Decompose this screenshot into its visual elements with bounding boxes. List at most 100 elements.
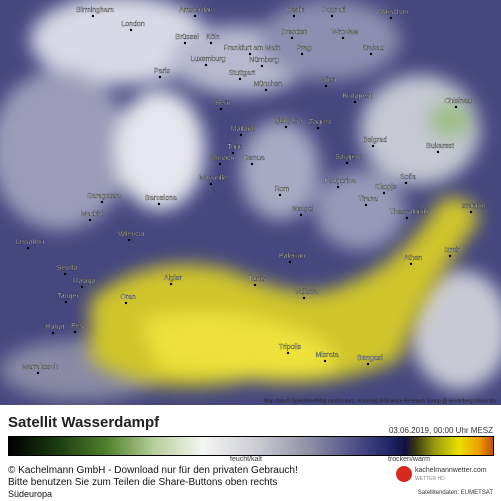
city-dot [382,191,386,195]
region: Südeuropa [8,489,53,499]
city-label: Sarajevo [335,154,363,161]
city-label: Algier [164,275,183,282]
city-dot [260,64,264,68]
city-dot [219,107,223,111]
city-dot [157,202,161,206]
city-dot [405,216,409,220]
city-label: Wien [320,77,336,84]
city-dot [26,246,30,250]
city-dot [302,296,306,300]
city-label: Athen [404,255,422,262]
city-label: Tripolis [279,344,302,351]
city-label: Luxemburg [190,56,225,63]
logo [396,466,412,482]
city-label: Nürnberg [249,57,278,64]
city-label: München [254,81,283,88]
city-label: Bern [216,100,231,107]
city-dot [100,200,104,204]
city-label: Rabat [46,324,65,331]
city-dot [299,213,303,217]
city-label: Budapest [342,93,372,100]
city-label: Brüssel [175,34,199,41]
city-label: Lissabon [16,239,44,246]
city-dot [286,351,290,355]
city-label: Palermo [279,253,305,260]
city-label: Chisinau [444,98,471,105]
city-label: Turin [227,144,243,151]
city-label: Madrid [81,211,103,218]
city-dot [353,100,357,104]
city-label: Malaga [73,278,96,285]
city-dot [91,14,95,18]
city-label: Frankfurt am Main [224,45,281,52]
city-label: Bukarest [426,143,454,150]
city-label: Istanbul [461,203,486,210]
city-dot [64,300,68,304]
share-note: Bitte benutzen Sie zum Teilen die Share-… [8,477,278,488]
city-dot [231,151,235,155]
city-dot [389,16,393,20]
city-dot [218,162,222,166]
dry-area [90,197,480,387]
city-label: Ljubljana [274,118,302,125]
city-label: Tanger [57,293,79,300]
copyright: © Kachelmann GmbH - Download nur für den… [8,465,298,476]
city-label: Valletta [295,289,318,296]
title: Satellit Wasserdampf [8,414,160,431]
city-dot [248,52,252,56]
city-dot [129,28,133,32]
city-label: Tirana [358,196,378,203]
city-label: Rom [275,186,290,193]
city-label: Warschau [377,9,408,16]
city-dot [193,14,197,18]
brand-sub: WETTER HD [415,476,445,482]
city-label: Poznań [322,7,346,14]
city-label: Mailand [231,126,256,133]
city-label: Dresden [281,29,308,36]
city-dot [292,14,296,18]
city-label: Marrakesch [22,364,59,371]
city-label: Berlin [287,7,305,14]
city-label: Genua [243,155,264,162]
color-bar [8,436,494,456]
city-dot [158,75,162,79]
source: Satellitendaten: EUMETSAT [417,490,493,496]
city-label: London [121,21,144,28]
city-dot [469,210,473,214]
city-dot [209,41,213,45]
city-label: Krakau [362,45,384,52]
city-dot [63,272,67,276]
city-dot [239,133,243,137]
city-dot [183,41,187,45]
city-dot [345,161,349,165]
city-dot [364,203,368,207]
city-dot [404,181,408,185]
date: 03.06.2019, 00:00 Uhr MESZ [388,426,493,435]
city-label: Sofia [400,174,416,181]
city-dot [169,282,173,286]
city-label: Neapel [292,206,315,213]
city-label: Köln [206,34,220,41]
brand: kachelmannwetter.com [415,467,487,474]
city-label: Podgorica [324,178,356,185]
city-dot [324,84,328,88]
city-dot [436,150,440,154]
city-dot [73,330,77,334]
city-dot [284,125,288,129]
city-label: Bengasi [357,355,383,362]
city-label: Prag [297,45,312,52]
city-dot [371,144,375,148]
city-label: Thessaloniki [390,209,429,216]
city-label: Marseille [199,175,227,182]
city-dot [51,331,55,335]
city-label: Stuttgart [229,70,256,77]
city-dot [209,182,213,186]
city-label: Valencia [118,231,144,238]
attribution: Map data © OpenStreetMap contributors, r… [264,397,496,404]
city-dot [253,283,257,287]
city-dot [290,36,294,40]
city-dot [127,238,131,242]
city-dot [250,162,254,166]
city-dot [300,52,304,56]
